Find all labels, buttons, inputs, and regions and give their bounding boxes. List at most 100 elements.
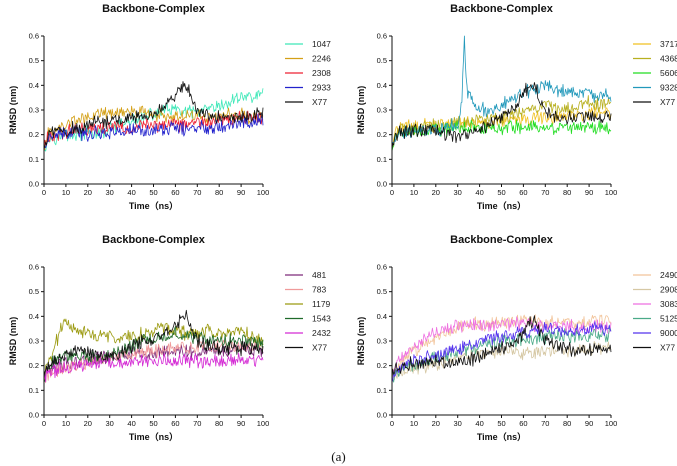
y-tick-label: 0.3 — [377, 337, 387, 346]
y-tick-label: 0.6 — [29, 263, 39, 272]
legend-label-2308: 2308 — [312, 68, 331, 78]
x-tick-label: 40 — [127, 419, 135, 428]
chart-panel-2: Backbone-Complex 0.0 0.1 0.2 0.3 0.4 0.5 0.6 0 10… — [356, 3, 677, 211]
y-axis-label: RMSD (nm) — [8, 86, 18, 135]
x-tick-label: 40 — [475, 188, 483, 197]
y-axis-label: RMSD (nm) — [356, 86, 366, 135]
y-tick-label: 0.1 — [377, 386, 387, 395]
y-tick-label: 0.0 — [377, 180, 387, 189]
series-line-X77 — [391, 82, 612, 150]
legend-label-2908: 2908 — [660, 285, 677, 295]
x-axis-label: Time（ns） — [129, 432, 178, 442]
x-tick-label: 70 — [193, 188, 201, 197]
legend-label-2490: 2490 — [660, 270, 677, 280]
y-tick-label: 0.1 — [29, 155, 39, 164]
y-tick-label: 0.5 — [377, 56, 387, 65]
legend-label-5606: 5606 — [660, 68, 677, 78]
x-tick-label: 40 — [475, 419, 483, 428]
x-tick-label: 60 — [171, 188, 179, 197]
x-tick-label: 30 — [454, 188, 462, 197]
x-tick-label: 80 — [215, 419, 223, 428]
chart-title: Backbone-Complex — [102, 3, 206, 15]
y-tick-label: 0.4 — [29, 312, 39, 321]
y-tick-label: 0.4 — [377, 81, 387, 90]
y-tick-label: 0.6 — [377, 32, 387, 41]
y-tick-label: 0.4 — [377, 312, 387, 321]
x-tick-label: 70 — [541, 419, 549, 428]
legend-label-4368: 4368 — [660, 54, 677, 64]
legend-label-X77: X77 — [312, 97, 327, 107]
chart-title: Backbone-Complex — [102, 234, 206, 246]
legend-label-481: 481 — [312, 270, 326, 280]
series-line-X77 — [391, 315, 612, 380]
series-line-3083 — [391, 316, 612, 372]
x-tick-label: 50 — [149, 188, 157, 197]
chart-title: Backbone-Complex — [450, 234, 554, 246]
legend-label-X77: X77 — [660, 343, 675, 353]
y-tick-label: 0.5 — [377, 287, 387, 296]
x-tick-label: 90 — [237, 188, 245, 197]
y-tick-label: 0.3 — [29, 106, 39, 115]
y-tick-label: 0.4 — [29, 81, 39, 90]
x-tick-label: 100 — [257, 419, 270, 428]
x-tick-label: 70 — [541, 188, 549, 197]
x-tick-label: 30 — [106, 188, 114, 197]
y-tick-label: 0.2 — [29, 361, 39, 370]
legend-label-3717: 3717 — [660, 39, 677, 49]
legend-label-2246: 2246 — [312, 54, 331, 64]
x-tick-label: 90 — [585, 419, 593, 428]
y-axis-label: RMSD (nm) — [356, 317, 366, 366]
x-tick-label: 80 — [563, 419, 571, 428]
y-tick-label: 0.0 — [29, 411, 39, 420]
legend-label-1179: 1179 — [312, 299, 331, 309]
series-line-5606 — [391, 119, 612, 152]
x-tick-label: 70 — [193, 419, 201, 428]
x-tick-label: 20 — [84, 419, 92, 428]
x-tick-label: 10 — [410, 188, 418, 197]
y-tick-label: 0.3 — [29, 337, 39, 346]
legend-label-2933: 2933 — [312, 83, 331, 93]
series-line-X77 — [43, 81, 264, 149]
series-line-1179 — [43, 318, 264, 378]
y-tick-label: 0.6 — [377, 263, 387, 272]
x-tick-label: 0 — [390, 188, 394, 197]
legend-label-3083: 3083 — [660, 299, 677, 309]
x-tick-label: 10 — [62, 419, 70, 428]
y-tick-label: 0.1 — [377, 155, 387, 164]
series-line-1543 — [43, 326, 264, 382]
x-tick-label: 100 — [257, 188, 270, 197]
x-tick-label: 0 — [42, 188, 46, 197]
y-axis-label: RMSD (nm) — [8, 317, 18, 366]
legend-label-2432: 2432 — [312, 328, 331, 338]
x-tick-label: 60 — [519, 419, 527, 428]
y-tick-label: 0.2 — [377, 361, 387, 370]
series-line-2432 — [43, 352, 264, 383]
legend-label-X77: X77 — [660, 97, 675, 107]
y-tick-label: 0.2 — [29, 130, 39, 139]
x-tick-label: 80 — [563, 188, 571, 197]
series-line-X77 — [43, 309, 264, 379]
chart-title: Backbone-Complex — [450, 3, 554, 15]
x-tick-label: 20 — [432, 419, 440, 428]
legend-label-9000: 9000 — [660, 328, 677, 338]
chart-panel-3: Backbone-Complex 0.0 0.1 0.2 0.3 0.4 0.5 0.6 0 10… — [8, 234, 331, 442]
y-tick-label: 0.6 — [29, 32, 39, 41]
x-tick-label: 50 — [497, 419, 505, 428]
legend-label-783: 783 — [312, 285, 326, 295]
x-tick-label: 100 — [605, 188, 618, 197]
x-tick-label: 0 — [390, 419, 394, 428]
x-axis-label: Time（ns） — [477, 432, 526, 442]
y-tick-label: 0.0 — [29, 180, 39, 189]
y-tick-label: 0.3 — [377, 106, 387, 115]
chart-panel-4: Backbone-Complex 0.0 0.1 0.2 0.3 0.4 0.5 0.6 0 10… — [356, 234, 677, 442]
x-tick-label: 40 — [127, 188, 135, 197]
x-tick-label: 0 — [42, 419, 46, 428]
legend-label-1543: 1543 — [312, 314, 331, 324]
chart-panel-1: Backbone-Complex 0.0 0.1 0.2 0.3 0.4 0.5 0.6 0 10… — [8, 3, 331, 211]
legend-label-X77: X77 — [312, 343, 327, 353]
series-line-9000 — [391, 321, 612, 383]
y-tick-label: 0.1 — [29, 386, 39, 395]
x-tick-label: 90 — [237, 419, 245, 428]
x-tick-label: 20 — [84, 188, 92, 197]
